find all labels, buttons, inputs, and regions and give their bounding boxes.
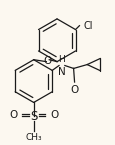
Text: S: S [30,110,37,123]
Text: H: H [58,55,65,64]
Text: N: N [58,67,65,77]
Text: Cl: Cl [83,21,92,31]
Text: O: O [43,56,51,66]
Text: O: O [50,110,58,120]
Text: O: O [70,85,78,95]
Text: CH₃: CH₃ [25,133,42,142]
Text: O: O [9,110,17,120]
